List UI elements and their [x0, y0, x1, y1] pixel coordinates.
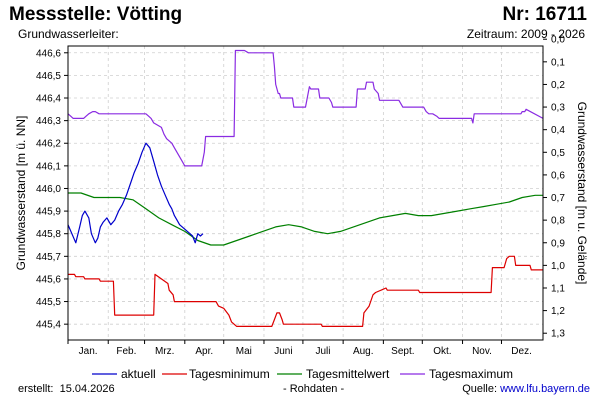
y-tick-label-right: 1,3 [551, 329, 565, 340]
series-tagesmittelwert-line [68, 192, 543, 246]
source-info: Quelle: www.lfu.bayern.de [462, 383, 590, 395]
series-tagesmaximum-line [67, 49, 544, 167]
y-tick-label-left: 446,6 [36, 48, 61, 59]
month-tick-label: Apr. [195, 346, 213, 357]
y-tick-label-left: 445,9 [36, 207, 61, 218]
period-label: Zeitraum: 2009 - 2026 [466, 27, 585, 41]
legend-label-tagesminimum: Tagesminimum [189, 367, 270, 381]
month-tick-label: Sept. [391, 346, 414, 357]
month-tick-label: Okt. [433, 346, 451, 357]
plot-frame [67, 45, 544, 341]
month-tick-label: Dez. [511, 346, 532, 357]
y-tick-label-right: 1,2 [551, 306, 565, 317]
aquifer-label: Grundwasserleiter: [18, 27, 119, 41]
station-title: Messstelle: Vötting [9, 4, 183, 25]
chart-grid [68, 46, 543, 340]
source-link[interactable]: www.lfu.bayern.de [500, 383, 590, 395]
y-tick-label-left: 446,4 [36, 94, 61, 105]
y-tick-label-left: 446,0 [36, 184, 61, 195]
created-date: 15.04.2026 [59, 383, 115, 395]
legend-label-aktuell: aktuell [121, 367, 156, 381]
raw-data-note: - Rohdaten - [283, 383, 345, 395]
y-tick-label-left: 445,7 [36, 252, 61, 263]
y-tick-label-left: 446,1 [36, 161, 61, 172]
y-tick-label-right: 0,9 [551, 238, 565, 249]
y-tick-label-right: 0,7 [551, 193, 565, 204]
y-tick-label-right: 0,3 [551, 103, 565, 114]
y-tick-label-right: 0,1 [551, 57, 565, 68]
y-tick-label-left: 446,5 [36, 71, 61, 82]
month-tick-label: Juni [274, 346, 292, 357]
legend-label-tagesmaximum: Tagesmaximum [429, 367, 513, 381]
month-tick-label: Aug. [353, 346, 374, 357]
y-tick-label-right: 0,6 [551, 170, 565, 181]
y-tick-label-left: 445,5 [36, 297, 61, 308]
chart-ticks: Jan. Feb. Mrz. Apr. Mai Juni Juli Aug. Sept. Okt.… [36, 35, 565, 357]
month-tick-label: Mrz. [155, 346, 174, 357]
y-tick-label-right: 1,0 [551, 261, 565, 272]
chart-legend: aktuell Tagesminimum Tagesmittelwert Tag… [92, 367, 513, 381]
y-tick-label-left: 446,2 [36, 139, 61, 150]
month-tick-label: Jan. [79, 346, 98, 357]
series-aktuell-line [67, 142, 204, 244]
y-tick-label-right: 1,1 [551, 283, 565, 294]
created-info: erstellt: 15.04.2026 [18, 383, 115, 395]
month-tick-label: Nov. [472, 346, 492, 357]
created-label: erstellt: [18, 383, 54, 395]
month-tick-label: Feb. [116, 346, 136, 357]
y-tick-label-left: 445,6 [36, 274, 61, 285]
y-tick-label-left: 445,8 [36, 229, 61, 240]
station-number: Nr: 16711 [502, 4, 587, 25]
legend-label-tagesmittelwert: Tagesmittelwert [306, 367, 390, 381]
y-tick-label-right: 0,0 [551, 35, 565, 46]
y-axis-label-right: Grundwasserstand [m u. Gelände] [575, 102, 589, 285]
y-tick-label-right: 0,2 [551, 80, 565, 91]
chart-series [67, 49, 544, 327]
y-tick-label-left: 445,4 [36, 320, 61, 331]
series-tagesminimum-line [68, 255, 543, 327]
y-tick-label-right: 0,8 [551, 216, 565, 227]
y-tick-label-right: 0,4 [551, 125, 565, 136]
source-label: Quelle: [462, 383, 498, 395]
y-axis-label-left: Grundwasserstand [m ü. NN] [14, 116, 28, 271]
y-tick-label-left: 446,3 [36, 116, 61, 127]
month-tick-label: Juli [316, 346, 331, 357]
y-tick-label-right: 0,5 [551, 148, 565, 159]
month-tick-label: Mai [236, 346, 252, 357]
